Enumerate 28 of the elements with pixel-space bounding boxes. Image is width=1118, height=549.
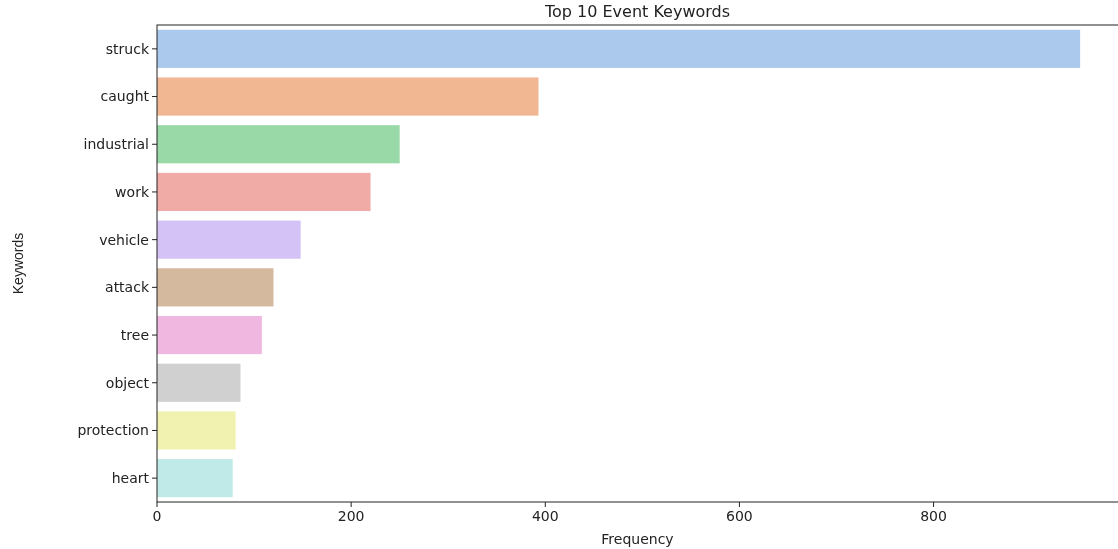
bar [157,268,274,307]
y-tick-label: work [115,183,150,200]
bar [157,459,233,498]
bar [157,220,301,259]
y-tick-label: object [105,374,150,391]
y-axis-title: Keywords [10,232,26,295]
bar [157,411,236,450]
x-axis-title: Frequency [601,531,674,547]
bar [157,172,371,212]
x-tick-label: 800 [920,508,947,524]
bar [157,363,241,402]
y-tick-label: tree [120,326,149,343]
y-tick-label: caught [100,88,150,105]
y-tick-label: attack [105,279,150,296]
x-tick-label: 200 [337,508,365,524]
bar [157,77,539,116]
x-tick-label: 600 [726,508,753,524]
y-tick-label: industrial [83,136,149,153]
bar [157,315,262,355]
y-tick-label: heart [111,470,150,487]
y-tick-label: vehicle [99,231,149,248]
bar [157,125,400,164]
bar [157,29,1081,68]
x-tick-label: 400 [531,508,559,524]
y-tick-label: struck [105,40,150,57]
y-tick-label: protection [77,422,149,439]
chart-title: Top 10 Event Keywords [543,2,731,21]
x-tick-label: 0 [152,508,162,524]
